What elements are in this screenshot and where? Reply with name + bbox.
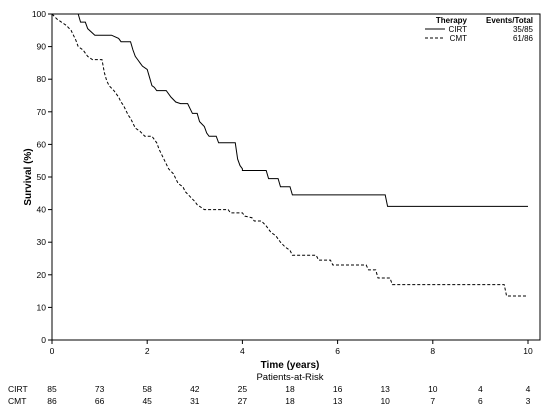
y-tick-label: 50 xyxy=(37,172,47,182)
legend-label-cmt: CMT xyxy=(450,34,467,43)
y-tick-label: 90 xyxy=(37,42,47,52)
y-tick-label: 30 xyxy=(37,237,47,247)
risk-value-cmt: 7 xyxy=(430,396,435,406)
legend-events-cmt: 61/86 xyxy=(513,34,534,43)
legend-events-cirt: 35/85 xyxy=(513,25,534,34)
plot-frame xyxy=(51,13,541,341)
risk-value-cirt: 16 xyxy=(333,384,343,394)
risk-value-cirt: 58 xyxy=(142,384,152,394)
risk-value-cirt: 73 xyxy=(95,384,105,394)
risk-value-cmt: 45 xyxy=(142,396,152,406)
y-tick-label: 0 xyxy=(41,335,46,345)
y-tick-label: 100 xyxy=(32,9,46,19)
risk-row-label-cmt: CMT xyxy=(8,396,26,406)
x-axis: 0 2 4 6 8 10 xyxy=(50,340,533,356)
legend-header-therapy: Therapy xyxy=(436,16,468,25)
y-axis-title: Survival (%) xyxy=(23,148,34,205)
risk-value-cirt: 42 xyxy=(190,384,200,394)
risk-value-cmt: 10 xyxy=(380,396,390,406)
risk-value-cmt: 3 xyxy=(526,396,531,406)
risk-value-cirt: 18 xyxy=(285,384,295,394)
risk-value-cmt: 18 xyxy=(285,396,295,406)
legend-header-events: Events/Total xyxy=(486,16,533,25)
y-tick-label: 10 xyxy=(37,302,47,312)
x-tick-label: 6 xyxy=(335,346,340,356)
risk-value-cirt: 85 xyxy=(47,384,57,394)
risk-table-title: Patients-at-Risk xyxy=(256,372,323,383)
series-line-cmt xyxy=(51,13,528,297)
risk-value-cirt: 10 xyxy=(428,384,438,394)
x-tick-label: 10 xyxy=(523,346,533,356)
x-tick-label: 4 xyxy=(240,346,245,356)
risk-row-label-cirt: CIRT xyxy=(8,384,28,394)
y-tick-label: 20 xyxy=(37,270,47,280)
y-tick-label: 80 xyxy=(37,74,47,84)
y-axis: 0 10 20 30 40 50 60 70 80 90 100 xyxy=(32,9,52,345)
x-tick-label: 0 xyxy=(50,346,55,356)
risk-value-cirt: 25 xyxy=(238,384,248,394)
risk-value-cmt: 66 xyxy=(95,396,105,406)
risk-value-cmt: 6 xyxy=(478,396,483,406)
risk-values: 85 73 58 42 25 18 16 13 10 4 4 86 66 45 31 27 18 13 10 7 6 3 xyxy=(47,384,530,406)
y-tick-label: 40 xyxy=(37,205,47,215)
y-tick-label: 60 xyxy=(37,139,47,149)
series-lines xyxy=(51,13,528,297)
risk-value-cmt: 31 xyxy=(190,396,200,406)
x-tick-label: 8 xyxy=(430,346,435,356)
risk-table: Patients-at-Risk CIRT CMT 85 73 58 42 25 18 16… xyxy=(8,372,531,406)
risk-value-cmt: 13 xyxy=(333,396,343,406)
x-tick-label: 2 xyxy=(145,346,150,356)
legend: Therapy Events/Total CIRT 35/85 CMT 61/8… xyxy=(425,16,534,43)
risk-value-cirt: 4 xyxy=(478,384,483,394)
risk-value-cirt: 4 xyxy=(526,384,531,394)
x-axis-title: Time (years) xyxy=(261,360,320,371)
legend-label-cirt: CIRT xyxy=(448,25,467,34)
y-tick-label: 70 xyxy=(37,107,47,117)
series-line-cirt xyxy=(52,13,528,207)
risk-value-cirt: 13 xyxy=(380,384,390,394)
risk-value-cmt: 86 xyxy=(47,396,57,406)
risk-value-cmt: 27 xyxy=(238,396,248,406)
